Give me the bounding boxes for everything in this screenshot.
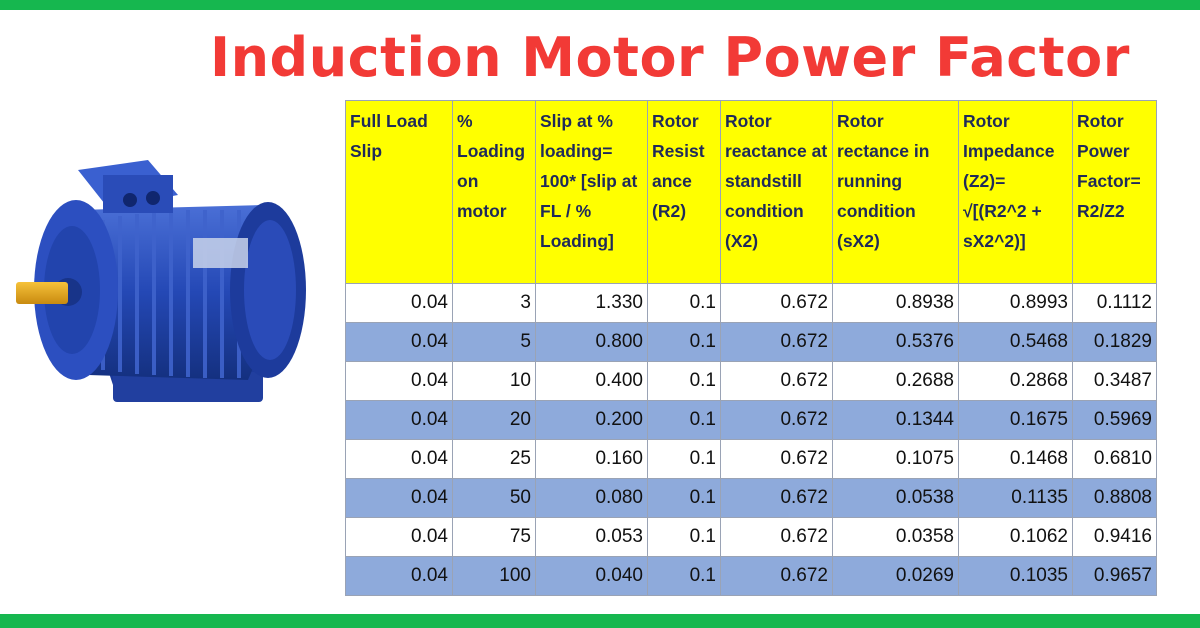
cell: 0.5969 xyxy=(1072,400,1157,440)
header-rotor-resistance: Rotor Resist ance (R2) xyxy=(647,100,721,284)
cell: 0.080 xyxy=(535,478,648,518)
cell: 0.160 xyxy=(535,439,648,479)
cell: 5 xyxy=(452,322,536,362)
cell: 0.1135 xyxy=(958,478,1073,518)
cell: 0.1 xyxy=(647,361,721,401)
table-header-row: Full Load Slip % Loading on motor Slip a… xyxy=(345,100,1157,284)
cell: 0.04 xyxy=(345,322,453,362)
cell: 0.04 xyxy=(345,517,453,557)
cell: 20 xyxy=(452,400,536,440)
table-row: 0.04 25 0.160 0.1 0.672 0.1075 0.1468 0.… xyxy=(345,439,1157,479)
cell: 0.9657 xyxy=(1072,556,1157,596)
page-title: Induction Motor Power Factor xyxy=(210,26,1130,89)
header-percent-loading: % Loading on motor xyxy=(452,100,536,284)
cell: 0.04 xyxy=(345,478,453,518)
cell: 0.672 xyxy=(720,439,833,479)
cell: 0.1344 xyxy=(832,400,959,440)
header-rotor-reactance-running: Rotor rectance in running condition (sX2… xyxy=(832,100,959,284)
cell: 0.5376 xyxy=(832,322,959,362)
cell: 3 xyxy=(452,283,536,323)
cell: 0.2688 xyxy=(832,361,959,401)
cell: 0.1062 xyxy=(958,517,1073,557)
cell: 0.1075 xyxy=(832,439,959,479)
cell: 0.053 xyxy=(535,517,648,557)
table-row: 0.04 75 0.053 0.1 0.672 0.0358 0.1062 0.… xyxy=(345,517,1157,557)
cell: 0.1829 xyxy=(1072,322,1157,362)
cell: 0.1468 xyxy=(958,439,1073,479)
cell: 100 xyxy=(452,556,536,596)
cell: 0.1 xyxy=(647,322,721,362)
cell: 0.672 xyxy=(720,400,833,440)
top-green-band xyxy=(0,0,1200,10)
header-rotor-power-factor: Rotor Power Factor= R2/Z2 xyxy=(1072,100,1157,284)
header-full-load-slip: Full Load Slip xyxy=(345,100,453,284)
table-row: 0.04 5 0.800 0.1 0.672 0.5376 0.5468 0.1… xyxy=(345,322,1157,362)
cell: 0.672 xyxy=(720,322,833,362)
cell: 0.5468 xyxy=(958,322,1073,362)
bottom-green-band xyxy=(0,614,1200,628)
cell: 0.6810 xyxy=(1072,439,1157,479)
cell: 0.800 xyxy=(535,322,648,362)
cell: 0.3487 xyxy=(1072,361,1157,401)
table-row: 0.04 10 0.400 0.1 0.672 0.2688 0.2868 0.… xyxy=(345,361,1157,401)
cell: 10 xyxy=(452,361,536,401)
cell: 0.1675 xyxy=(958,400,1073,440)
cell: 0.9416 xyxy=(1072,517,1157,557)
cell: 0.040 xyxy=(535,556,648,596)
cell: 50 xyxy=(452,478,536,518)
cell: 0.200 xyxy=(535,400,648,440)
cell: 0.0538 xyxy=(832,478,959,518)
cell: 0.8938 xyxy=(832,283,959,323)
cell: 0.672 xyxy=(720,478,833,518)
cell: 0.1 xyxy=(647,478,721,518)
cell: 0.672 xyxy=(720,361,833,401)
cell: 0.400 xyxy=(535,361,648,401)
cell: 0.672 xyxy=(720,556,833,596)
electric-motor-image xyxy=(16,160,306,402)
table-row: 0.04 100 0.040 0.1 0.672 0.0269 0.1035 0… xyxy=(345,556,1157,596)
cell: 0.1 xyxy=(647,439,721,479)
cell: 0.04 xyxy=(345,556,453,596)
cell: 0.1 xyxy=(647,517,721,557)
power-factor-table: Full Load Slip % Loading on motor Slip a… xyxy=(345,100,1157,596)
cell: 1.330 xyxy=(535,283,648,323)
cell: 75 xyxy=(452,517,536,557)
cell: 0.0269 xyxy=(832,556,959,596)
cell: 0.1 xyxy=(647,283,721,323)
cell: 0.8808 xyxy=(1072,478,1157,518)
header-rotor-reactance-standstill: Rotor reactance at standstill condition … xyxy=(720,100,833,284)
table-row: 0.04 20 0.200 0.1 0.672 0.1344 0.1675 0.… xyxy=(345,400,1157,440)
table-row: 0.04 50 0.080 0.1 0.672 0.0538 0.1135 0.… xyxy=(345,478,1157,518)
header-slip-at-loading: Slip at % loading= 100* [slip at FL / % … xyxy=(535,100,648,284)
cell: 0.1 xyxy=(647,556,721,596)
table-row: 0.04 3 1.330 0.1 0.672 0.8938 0.8993 0.1… xyxy=(345,283,1157,323)
cell: 0.672 xyxy=(720,283,833,323)
cell: 0.04 xyxy=(345,361,453,401)
cell: 0.2868 xyxy=(958,361,1073,401)
cell: 0.04 xyxy=(345,439,453,479)
cell: 0.1112 xyxy=(1072,283,1157,323)
cell: 0.672 xyxy=(720,517,833,557)
cell: 25 xyxy=(452,439,536,479)
cell: 0.1 xyxy=(647,400,721,440)
cell: 0.04 xyxy=(345,283,453,323)
header-rotor-impedance: Rotor Impedance (Z2)= √[(R2^2 + sX2^2)] xyxy=(958,100,1073,284)
cell: 0.8993 xyxy=(958,283,1073,323)
cell: 0.0358 xyxy=(832,517,959,557)
cell: 0.1035 xyxy=(958,556,1073,596)
cell: 0.04 xyxy=(345,400,453,440)
